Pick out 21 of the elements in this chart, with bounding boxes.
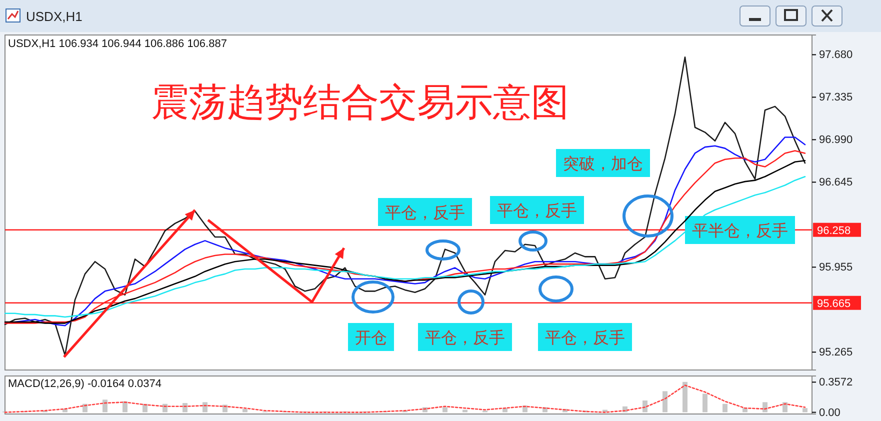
y-tick-label: 96.645 <box>819 176 853 189</box>
annotation: 平仓，反手 <box>545 329 625 347</box>
y-tick-label: 97.680 <box>819 49 853 62</box>
y-tick-label: 0.00 <box>819 406 840 419</box>
text: 震荡趋势结合交易示意图 <box>151 82 569 124</box>
y-tick-label: 95.265 <box>819 346 853 359</box>
text: USDX,H1 <box>26 9 82 24</box>
annotation: 平仓，反手 <box>385 204 465 222</box>
y-tick-label: 97.335 <box>819 92 853 104</box>
ref-line-label: 95.665 <box>817 298 851 310</box>
ref-line-label: 96.258 <box>817 224 851 237</box>
annotation: 平半仓，反手 <box>692 222 788 240</box>
chart-subtitle: USDX,H1 106.934 106.944 106.886 106.887 <box>8 38 227 50</box>
y-tick-label: 95.955 <box>819 262 853 274</box>
y-tick-label: 96.990 <box>819 134 853 146</box>
annotation: 平仓，反手 <box>497 202 577 220</box>
chart-title: MACD(12,26,9) -0.0164 0.0374 <box>8 378 162 390</box>
annotation: 突破，加仓 <box>563 155 643 173</box>
annotation: 开仓 <box>355 330 387 347</box>
annotation: 平仓，反手 <box>425 329 505 347</box>
y-tick-label: 0.3572 <box>819 376 853 389</box>
